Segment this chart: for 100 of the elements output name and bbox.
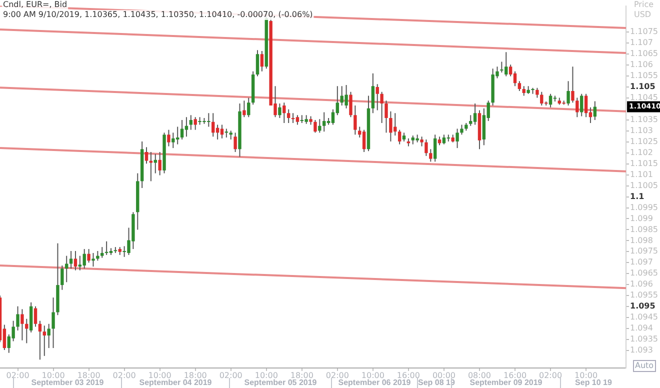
y-tick-label: 1.1015	[630, 158, 658, 168]
candlestick	[96, 250, 100, 262]
candlestick	[176, 126, 180, 145]
text: 9:00 AM 9/10/2019, 1.10365, 1.10435, 1.10350, 1.10410, -0.00070, (-0.06%)	[3, 10, 313, 20]
x-tick-label: 02:00	[112, 370, 136, 380]
candlestick	[580, 93, 584, 117]
candlestick	[424, 138, 428, 156]
candlestick	[548, 93, 552, 108]
candlestick	[384, 100, 388, 134]
candlestick	[74, 250, 78, 271]
candlestick	[420, 136, 424, 147]
y-tick-label: 1.1035	[630, 115, 658, 124]
candlestick	[354, 104, 357, 136]
candlestick	[282, 102, 286, 124]
chart-title: Cndl, EUR=, Bid	[3, 0, 68, 10]
y-tick-label: 1.1025	[630, 136, 658, 146]
y-tick-label: 1.106	[630, 60, 653, 70]
candlestick	[362, 129, 366, 152]
x-tick-label: 16:00	[396, 370, 420, 380]
candlestick	[371, 72, 375, 114]
candlestick	[513, 70, 517, 87]
candlestick	[194, 116, 197, 130]
x-tick-label: 10:00	[42, 370, 65, 380]
candlestick	[167, 129, 170, 147]
candlestick	[154, 153, 157, 174]
candlestick	[349, 91, 352, 118]
candlestick	[256, 50, 260, 77]
y-tick-label: 1.0995	[630, 202, 658, 212]
text: September 04 2019	[121, 378, 229, 388]
candlestick	[34, 306, 38, 328]
y-tick-label: 1.0935	[630, 334, 658, 344]
candlestick	[389, 110, 392, 142]
text: September 03 2019	[13, 378, 121, 388]
y-axis-title: Price USD	[634, 0, 655, 20]
candlestick	[16, 306, 20, 331]
y-tick-label: 1.1	[630, 192, 645, 201]
candlestick	[149, 151, 153, 182]
text: September 06 2019	[331, 378, 417, 388]
candlestick	[322, 112, 326, 132]
candlestick	[536, 87, 539, 98]
candlestick	[220, 124, 224, 139]
candlestick	[286, 108, 290, 124]
candlestick	[20, 308, 24, 341]
candlestick	[433, 134, 437, 162]
y-tick-label: 1.1075	[630, 27, 658, 36]
y-tick-label: 1.103	[630, 126, 653, 135]
y-tick-label: 1.1065	[630, 49, 658, 58]
y-tick-label: 1.098	[630, 236, 653, 245]
candlestick	[172, 132, 175, 149]
y-tick-label: 1.101	[630, 170, 653, 179]
candlestick	[47, 323, 50, 349]
candlestick	[500, 61, 504, 74]
candlestick	[318, 118, 322, 134]
candlestick	[469, 114, 472, 126]
x-tick-label: 10:00	[574, 370, 598, 380]
y-tick-label: 1.093	[630, 346, 653, 355]
text: September 09 2019	[470, 378, 542, 387]
text: Sep 10 19	[560, 378, 626, 388]
candlestick	[566, 80, 570, 106]
candlestick	[158, 151, 162, 176]
candlestick	[189, 114, 193, 130]
x-tick-label: 02:00	[538, 370, 562, 380]
candlestick	[473, 102, 477, 126]
y-tick-label: 1.0975	[630, 246, 658, 256]
candlestick	[278, 102, 282, 118]
y-tick-label: 1.105	[630, 82, 656, 92]
candlestick	[398, 129, 402, 145]
x-tick-label: 00:00	[432, 370, 456, 380]
candlestick	[576, 97, 579, 118]
y-tick-label: 1.0985	[630, 224, 658, 234]
x-tick-label: 02:00	[6, 370, 30, 380]
candlestick	[92, 252, 95, 268]
candlestick	[144, 146, 148, 164]
candlestick	[234, 132, 237, 152]
candlestick	[429, 148, 432, 162]
x-tick-label: 08:00	[468, 370, 492, 380]
y-tick-label: 1.0965	[630, 268, 658, 278]
y-tick-label: 1.0945	[630, 312, 658, 322]
candlestick	[442, 134, 446, 145]
candlestick	[60, 264, 64, 290]
candlestick	[212, 112, 215, 138]
x-tick-label: 10:00	[254, 370, 278, 380]
x-tick-label: 18:00	[77, 370, 100, 380]
y-tick-label: 1.097	[630, 258, 653, 267]
candlestick	[100, 246, 104, 258]
y-tick-label: 1.094	[630, 324, 653, 333]
x-tick-label: 10:00	[361, 370, 384, 380]
candlestick	[38, 320, 42, 360]
y-tick-label: 1.0955	[630, 290, 658, 300]
candlestick	[518, 80, 522, 92]
text: September 05 2019	[229, 378, 331, 388]
candlestick	[522, 86, 526, 96]
candlestick	[584, 93, 588, 118]
candlestick	[344, 84, 348, 109]
auto-button: Auto	[633, 360, 656, 372]
y-tick-label: 1.095	[630, 302, 656, 311]
y-tick-label: 1.1055	[630, 71, 658, 80]
candlestick	[260, 50, 264, 72]
x-tick-label: 02:00	[326, 370, 349, 380]
candlestick	[593, 100, 597, 120]
